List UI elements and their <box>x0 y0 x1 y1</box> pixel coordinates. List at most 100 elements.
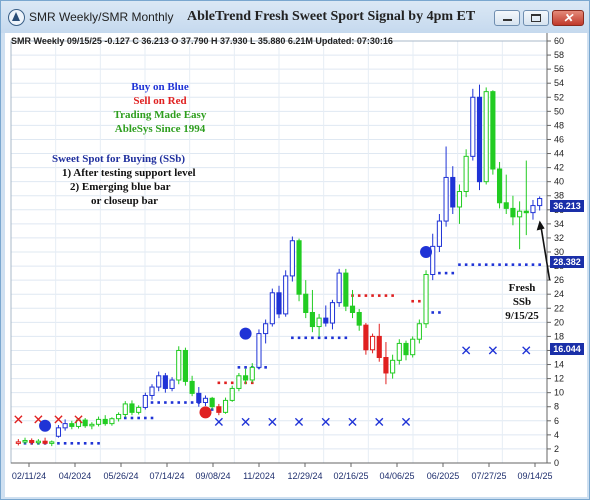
signal-x-marker: ✕ <box>240 415 252 431</box>
app-logo-icon[interactable] <box>8 9 25 26</box>
candle-body <box>316 317 322 328</box>
candle-body <box>430 245 436 276</box>
x-tick-label: 06/2025 <box>427 471 460 481</box>
symbol-tabs[interactable]: SMR Weekly/SMR Monthly <box>29 10 174 24</box>
candle-body <box>296 240 302 295</box>
stop-dot <box>317 336 321 340</box>
stop-dot <box>217 381 221 385</box>
sweet-spot-title: Sweet Spot for Buying (SSb) <box>52 153 186 165</box>
y-tick-label: 14 <box>554 360 564 370</box>
candle-body <box>229 387 235 401</box>
fresh-ssb-note: Fresh SSb 9/15/25 <box>497 281 547 323</box>
candle-body <box>463 155 469 193</box>
y-tick-label: 8 <box>554 402 559 412</box>
price-chart[interactable]: 0246810121416182022242628303234363840424… <box>5 33 587 497</box>
y-tick-label: 6 <box>554 416 559 426</box>
candle-body <box>15 441 21 444</box>
candle-body <box>530 205 536 214</box>
maximize-icon <box>531 14 541 22</box>
sweet-spot-line3: or closeup bar <box>91 195 159 207</box>
y-tick-label: 48 <box>554 120 564 130</box>
stop-dot <box>97 442 100 445</box>
window-title: AbleTrend Fresh Sweet Sport Signal by 4p… <box>187 9 476 24</box>
candle-body <box>517 210 523 218</box>
signal-x-marker: ✕ <box>487 343 499 359</box>
stop-dot <box>438 311 441 314</box>
fresh-line2: SSb <box>512 296 532 308</box>
candle-body <box>436 220 442 247</box>
candle-body <box>403 342 409 356</box>
stop-dot <box>458 263 461 266</box>
stop-dot <box>230 381 234 385</box>
x-tick-label: 07/14/24 <box>149 471 184 481</box>
signal-x-marker: ✕ <box>213 415 225 431</box>
stop-dot <box>170 401 174 404</box>
stop-dot <box>371 294 374 297</box>
x-tick-label: 11/2024 <box>243 471 275 481</box>
stop-dot <box>357 294 361 297</box>
y-tick-label: 2 <box>554 444 559 454</box>
signal-x-marker: ✕ <box>293 415 305 431</box>
candle-body <box>35 440 41 444</box>
candle-body <box>349 305 356 313</box>
maximize-button[interactable] <box>523 10 549 26</box>
candle-body <box>222 399 229 413</box>
candle-body <box>456 191 463 208</box>
candle-body <box>323 317 329 324</box>
stop-dot <box>524 263 528 266</box>
stop-dot <box>484 263 488 266</box>
stop-dot <box>311 336 314 340</box>
y-tick-label: 10 <box>554 388 564 398</box>
candle-body <box>470 96 476 157</box>
stop-dot <box>337 336 341 340</box>
stop-price-label: 28.382 <box>550 256 584 268</box>
stop-dot <box>150 416 154 420</box>
candle-body <box>55 427 62 437</box>
stop-dot <box>451 271 455 275</box>
candle-body <box>189 380 195 394</box>
y-tick-label: 34 <box>554 219 564 229</box>
stop-dot <box>90 442 94 445</box>
candle-body <box>423 274 429 325</box>
candle-body <box>276 292 282 315</box>
stop-dot <box>498 263 501 266</box>
candle-body <box>75 419 82 427</box>
candle-body <box>102 418 108 425</box>
y-tick-label: 12 <box>554 374 564 384</box>
y-tick-label: 60 <box>554 36 564 46</box>
candle-body <box>62 423 68 429</box>
candle-body <box>202 397 209 404</box>
stop-dot <box>77 442 80 445</box>
stop-dot <box>324 336 328 340</box>
candle-body <box>256 333 262 368</box>
stop-dot <box>364 294 368 297</box>
candle-body <box>209 397 215 408</box>
y-tick-label: 50 <box>554 106 564 116</box>
candle-body <box>243 375 249 381</box>
stop-dot <box>478 263 481 266</box>
candle-body <box>22 439 28 443</box>
signal-dot <box>239 327 252 340</box>
annotation-arrow-head <box>536 220 545 231</box>
candle-body <box>176 349 182 381</box>
candle-body <box>142 394 148 408</box>
chart-canvas[interactable]: 0246810121416182022242628303234363840424… <box>5 33 587 497</box>
candle-body <box>42 440 48 444</box>
minimize-button[interactable] <box>494 10 520 26</box>
candle-body <box>356 311 362 326</box>
x-tick-label: 02/11/24 <box>12 471 46 481</box>
candle-body <box>443 176 449 222</box>
close-button[interactable]: ✕ <box>552 10 584 26</box>
y-tick-label: 4 <box>554 430 559 440</box>
candle-body <box>383 357 389 374</box>
candle-body <box>289 240 295 277</box>
stop-dot <box>264 366 267 369</box>
stop-dot <box>538 263 541 266</box>
stop-dot <box>297 336 301 340</box>
candle-body <box>537 198 543 207</box>
y-tick-label: 22 <box>554 303 564 313</box>
stop-dot <box>304 336 308 340</box>
candle-body <box>416 323 422 340</box>
stop-dot <box>137 416 140 420</box>
legend-trading: Trading Made Easy <box>113 109 207 121</box>
